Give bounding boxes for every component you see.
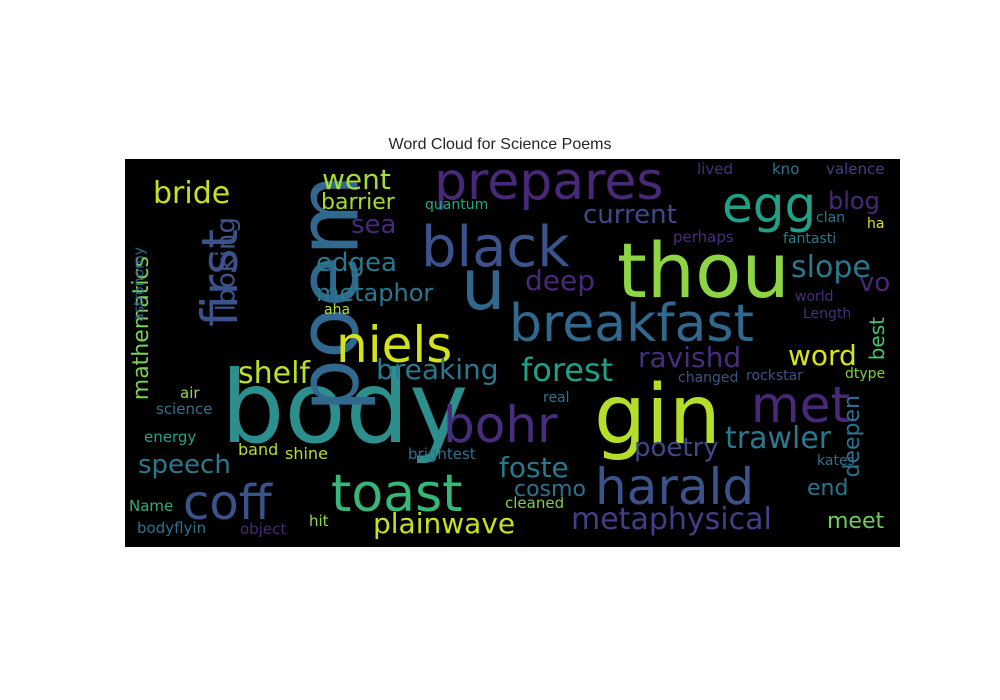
word-46: band xyxy=(238,440,278,459)
word-30: edgea xyxy=(316,248,397,278)
word-50: energy xyxy=(144,428,196,446)
word-38: barrier xyxy=(321,190,396,215)
word-31: poetry xyxy=(634,433,719,463)
word-42: deepen xyxy=(840,395,865,477)
word-45: shine xyxy=(285,444,328,463)
word-37: metaphor xyxy=(316,279,433,307)
word-63: perhaps xyxy=(673,228,734,246)
word-18: foste xyxy=(499,451,569,484)
word-2: gin xyxy=(594,368,721,463)
word-55: object xyxy=(240,520,286,538)
word-49: cleaned xyxy=(505,494,564,512)
word-58: dtype xyxy=(845,366,885,382)
word-39: cosmo xyxy=(514,477,586,502)
word-56: changed xyxy=(678,370,738,386)
word-10: coff xyxy=(183,475,273,531)
word-52: air xyxy=(180,384,200,402)
word-17: forest xyxy=(521,351,613,389)
word-32: word xyxy=(788,339,857,372)
word-51: science xyxy=(156,400,212,418)
word-57: rockstar xyxy=(746,368,803,384)
word-25: speech xyxy=(138,450,231,480)
word-53: Name xyxy=(129,497,173,515)
word-40: meet xyxy=(827,509,885,534)
word-7: breakfast xyxy=(509,294,754,354)
word-68: lived xyxy=(697,160,733,178)
word-16: metaphysical xyxy=(571,502,772,537)
word-19: trawler xyxy=(725,421,832,456)
word-6: prepares xyxy=(434,159,663,212)
word-14: first xyxy=(191,229,249,327)
word-15: bohr xyxy=(443,396,558,454)
word-1: thou xyxy=(617,226,790,315)
word-62: Length xyxy=(803,306,851,322)
word-48: brightest xyxy=(408,445,476,463)
word-43: best xyxy=(865,317,889,360)
word-54: bodyflyin xyxy=(137,519,206,537)
word-65: clan xyxy=(816,210,845,226)
word-27: went xyxy=(322,163,391,196)
word-60: real xyxy=(543,390,570,406)
word-59: kates xyxy=(817,453,855,469)
word-9: harald xyxy=(595,458,754,516)
word-24: plainwave xyxy=(373,507,515,540)
word-44: vo xyxy=(859,268,890,298)
word-29: current xyxy=(583,200,677,230)
word-69: valence xyxy=(826,160,884,178)
word-13: egg xyxy=(722,176,816,234)
word-35: looking xyxy=(211,217,241,311)
chart-title: Word Cloud for Science Poems xyxy=(388,136,612,153)
word-5: black xyxy=(421,215,570,280)
word-71: aha xyxy=(324,302,350,318)
word-41: end xyxy=(807,476,848,501)
word-20: ravishd xyxy=(638,341,741,374)
word-72: astronomy xyxy=(132,247,148,322)
word-66: ha xyxy=(867,216,884,232)
word-34: sea xyxy=(351,210,396,240)
word-23: shelf xyxy=(238,356,311,391)
word-26: breaking xyxy=(376,353,499,386)
word-67: kno xyxy=(772,160,799,178)
word-70: quantum xyxy=(425,197,488,213)
word-28: deep xyxy=(525,264,595,297)
word-33: blog xyxy=(828,187,880,215)
word-47: hit xyxy=(309,512,329,530)
word-21: slope xyxy=(791,250,871,285)
word-11: met xyxy=(751,376,850,434)
word-4: u xyxy=(461,244,505,326)
word-64: fantasti xyxy=(783,231,836,247)
word-36: mathematics xyxy=(129,256,154,400)
word-cloud-canvas: body thou gin poem u black prepares breakfast to… xyxy=(125,159,900,547)
word-61: world xyxy=(795,289,834,305)
word-12: niels xyxy=(336,316,452,374)
word-22: bride xyxy=(153,176,230,211)
word-3: poem xyxy=(279,174,377,412)
word-8: toast xyxy=(331,464,463,524)
word-0: body xyxy=(221,349,468,466)
